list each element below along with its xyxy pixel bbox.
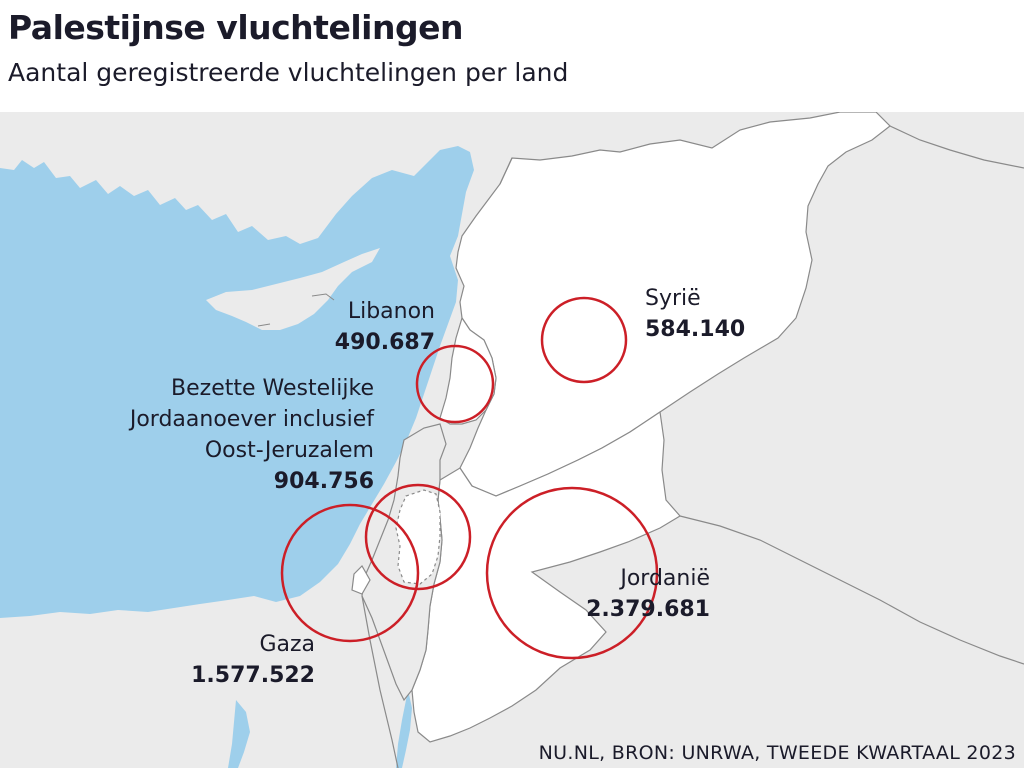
lebanon-land — [439, 316, 497, 425]
cyprus — [206, 248, 380, 330]
gaza-land — [351, 565, 371, 595]
label-libanon: Libanon 490.687 — [300, 296, 435, 358]
west-bank-land — [395, 489, 441, 585]
circle-libanon — [415, 344, 495, 424]
label-jordanie: Jordanië 2.379.681 — [560, 563, 710, 625]
circle-syrie — [540, 296, 628, 384]
page-title: Palestijnse vluchtelingen — [8, 8, 463, 47]
label-westbank-line1: Bezette Westelijke — [171, 376, 374, 401]
gulf-of-aqaba — [396, 690, 412, 768]
label-westbank: Bezette Westelijke Jordaanoever inclusie… — [60, 373, 374, 497]
label-gaza-name: Gaza — [259, 632, 315, 657]
map — [0, 112, 1024, 768]
header: Palestijnse vluchtelingen Aantal geregis… — [0, 0, 1024, 112]
label-westbank-line3: Oost-Jeruzalem — [204, 438, 374, 463]
label-syrie-value: 584.140 — [645, 317, 746, 342]
label-gaza: Gaza 1.577.522 — [150, 629, 315, 691]
label-westbank-line2: Jordaanoever inclusief — [129, 407, 374, 432]
turkey-coast-border — [499, 157, 513, 185]
circle-gaza — [280, 503, 420, 643]
egypt-border — [361, 595, 399, 768]
page-subtitle: Aantal geregistreerde vluchtelingen per … — [8, 58, 569, 87]
saudi-border — [679, 515, 1024, 665]
label-jordanie-name: Jordanië — [620, 566, 710, 591]
refugee-circles — [280, 296, 659, 660]
label-syrie-name: Syrië — [645, 286, 701, 311]
circle-jordanie — [485, 486, 659, 660]
label-gaza-value: 1.577.522 — [191, 663, 315, 688]
iraq-border — [889, 125, 1024, 169]
label-libanon-value: 490.687 — [334, 330, 435, 355]
label-jordanie-value: 2.379.681 — [586, 597, 710, 622]
label-syrie: Syrië 584.140 — [645, 283, 745, 345]
gulf-of-suez — [228, 700, 250, 768]
label-westbank-value: 904.756 — [273, 469, 374, 494]
cyprus-border — [257, 293, 335, 327]
circle-westbank — [364, 483, 472, 591]
label-libanon-name: Libanon — [347, 299, 435, 324]
source-credit: NU.NL, BRON: UNRWA, TWEEDE KWARTAAL 2023 — [538, 742, 1016, 764]
